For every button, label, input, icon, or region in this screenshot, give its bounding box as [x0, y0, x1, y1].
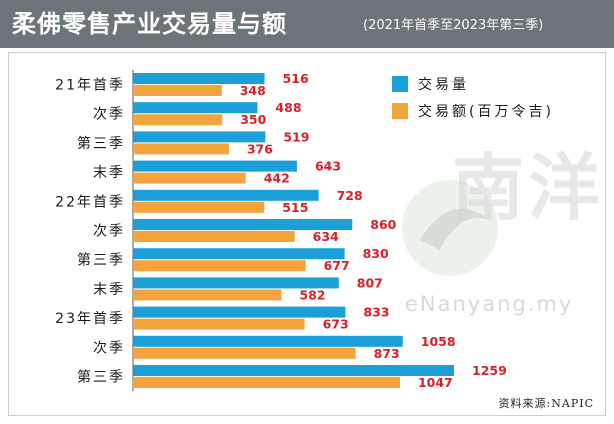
data-label-volume: 643 — [315, 159, 341, 174]
bar-value — [133, 201, 265, 213]
data-label-value: 376 — [247, 141, 273, 156]
bar-value — [133, 347, 356, 359]
data-label-volume: 519 — [283, 129, 309, 144]
data-label-volume: 860 — [370, 217, 396, 232]
legend-swatch-value — [392, 103, 408, 119]
bar-volume — [133, 306, 346, 318]
data-label-value: 634 — [313, 229, 339, 244]
source-note: 资料来源:NAPIC — [498, 397, 594, 410]
data-label-value: 677 — [324, 258, 350, 273]
bar-volume — [133, 248, 345, 260]
bar-volume — [133, 160, 297, 172]
category-label: 第三季 — [77, 252, 125, 269]
category-label: 次季 — [93, 224, 125, 240]
header-bar: 柔佛零售产业交易量与额 (2021年首季至2023年第三季) — [0, 0, 614, 48]
bar-volume — [133, 73, 265, 84]
bar-volume — [133, 219, 353, 230]
data-label-volume: 728 — [337, 188, 363, 203]
data-label-value: 350 — [240, 112, 266, 127]
data-label-value: 673 — [323, 317, 349, 332]
bar-volume — [133, 277, 339, 289]
category-label: 末季 — [93, 282, 125, 298]
category-label: 末季 — [93, 165, 125, 181]
watermark-url: eNanyang.my — [405, 292, 574, 316]
bar-value — [133, 114, 223, 126]
bar-volume — [133, 365, 454, 376]
watermark-text: 南洋 — [452, 146, 605, 230]
data-label-value: 582 — [299, 287, 325, 302]
bar-value — [133, 318, 305, 330]
legend-swatch-volume — [392, 76, 408, 92]
data-label-volume: 1058 — [421, 334, 456, 349]
bar-volume — [133, 189, 319, 201]
data-label-volume: 807 — [357, 275, 383, 290]
data-label-volume: 1259 — [472, 363, 507, 378]
bar-value — [133, 231, 295, 242]
category-label: 次季 — [93, 340, 125, 356]
legend-label-value: 交易额(百万令吉) — [418, 104, 554, 120]
bar-value — [133, 289, 282, 301]
category-label: 23年首季 — [55, 311, 125, 327]
category-label: 21年首季 — [55, 78, 125, 94]
legend-item-volume: 交易量 — [392, 74, 469, 94]
legend-label-volume: 交易量 — [418, 77, 469, 93]
bar-volume — [133, 102, 258, 114]
legend-item-value: 交易额(百万令吉) — [392, 101, 554, 121]
data-label-value: 515 — [282, 200, 308, 215]
bar-volume — [133, 335, 403, 347]
data-label-volume: 516 — [283, 71, 309, 86]
chart-subtitle: (2021年首季至2023年第三季) — [363, 18, 544, 33]
category-label: 22年首季 — [55, 194, 125, 210]
bar-value — [133, 85, 222, 96]
bar-value — [133, 260, 306, 272]
category-label: 第三季 — [77, 369, 125, 386]
category-label: 次季 — [93, 107, 125, 123]
chart-title: 柔佛零售产业交易量与额 — [12, 10, 287, 38]
category-label: 第三季 — [77, 135, 125, 152]
bar-value — [133, 377, 400, 388]
bar-value — [133, 172, 246, 184]
data-label-value: 1047 — [418, 375, 453, 390]
data-label-volume: 488 — [275, 100, 301, 115]
data-label-volume: 830 — [363, 246, 389, 261]
data-label-value: 348 — [240, 83, 266, 98]
bar-volume — [133, 131, 266, 143]
data-label-value: 873 — [374, 346, 400, 361]
data-label-volume: 833 — [363, 305, 389, 320]
data-label-value: 442 — [264, 171, 290, 186]
bar-value — [133, 143, 229, 155]
